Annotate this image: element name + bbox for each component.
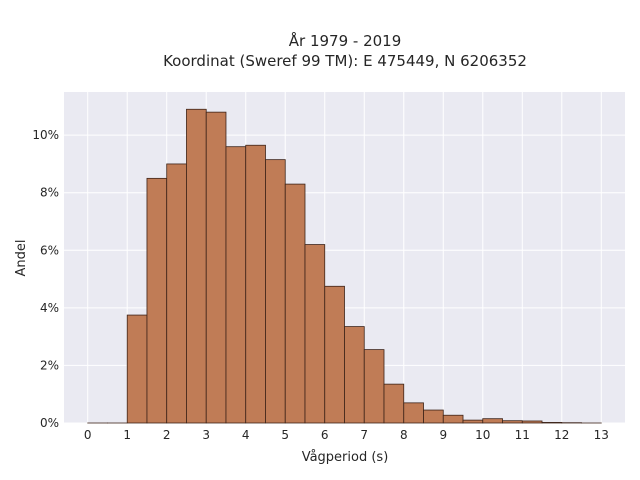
y-axis-label: Andel [14, 240, 29, 277]
histogram-bar [482, 418, 503, 424]
x-tick-label: 10 [475, 428, 490, 442]
x-tick-label: 2 [163, 428, 171, 442]
chart-title-line2: Koordinat (Sweref 99 TM): E 475449, N 62… [163, 52, 527, 70]
bars-group [87, 108, 602, 424]
y-tick-label: 4% [40, 301, 59, 315]
x-axis-label: Vågperiod (s) [302, 450, 389, 465]
y-tick-labels: 0% 2% 4% 6% 8% 10% [32, 128, 59, 430]
histogram-bar [284, 183, 306, 424]
y-tick-label: 10% [32, 128, 59, 142]
x-tick-label: 8 [400, 428, 408, 442]
histogram-bar [541, 422, 563, 424]
histogram-bar [166, 163, 187, 424]
x-tick-label: 9 [439, 428, 447, 442]
histogram-bar [383, 383, 405, 424]
x-tick-label: 12 [554, 428, 569, 442]
y-tick-label: 0% [40, 416, 59, 430]
x-tick-labels: 0 1 2 3 4 5 6 7 8 9 10 11 12 13 [84, 428, 609, 442]
x-tick-label: 0 [84, 428, 92, 442]
histogram-bar [344, 326, 365, 424]
histogram-bar [126, 314, 148, 424]
histogram-bar [403, 402, 424, 424]
histogram-bar [462, 419, 484, 424]
chart-title-line1: År 1979 - 2019 [289, 31, 402, 50]
x-tick-label: 13 [594, 428, 609, 442]
x-tick-label: 1 [123, 428, 131, 442]
x-tick-label: 11 [515, 428, 530, 442]
x-tick-label: 3 [202, 428, 210, 442]
histogram-bar [245, 144, 266, 424]
histogram-bar [205, 111, 227, 424]
histogram-bar [265, 159, 286, 424]
y-tick-label: 8% [40, 186, 59, 200]
histogram-bar [186, 108, 207, 424]
y-tick-label: 6% [40, 243, 59, 257]
histogram-bar [324, 285, 345, 424]
histogram-bar [502, 420, 523, 424]
histogram-bar [442, 414, 464, 424]
histogram-bar [423, 409, 444, 424]
histogram-bar [521, 420, 543, 424]
histogram-bar [363, 349, 385, 424]
x-tick-label: 7 [360, 428, 368, 442]
y-tick-label: 2% [40, 358, 59, 372]
x-tick-label: 6 [321, 428, 329, 442]
histogram-bar [225, 146, 247, 424]
histogram-bar [146, 177, 168, 424]
x-tick-label: 5 [281, 428, 289, 442]
x-tick-label: 4 [242, 428, 250, 442]
histogram-bar [304, 244, 326, 424]
